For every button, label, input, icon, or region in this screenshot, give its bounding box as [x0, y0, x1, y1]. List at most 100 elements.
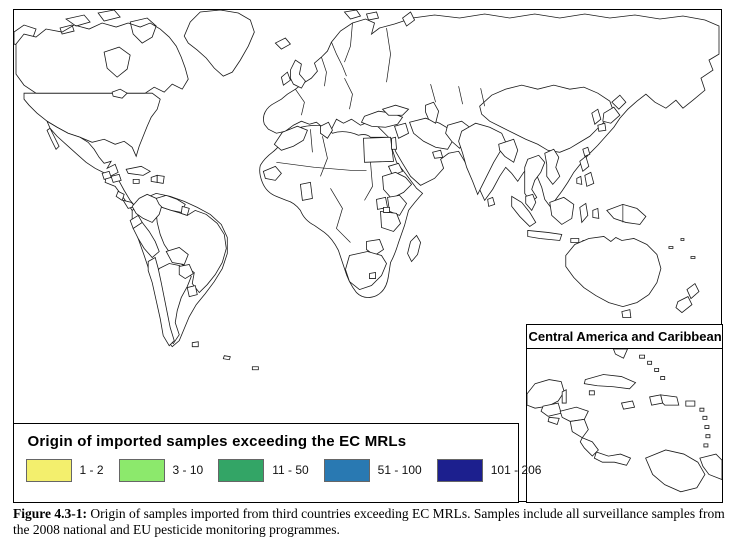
island-philippines — [576, 155, 595, 187]
legend-swatch — [323, 458, 370, 482]
legend-class-label: 101 - 206 — [490, 463, 542, 477]
country-honduras — [110, 173, 122, 183]
country-jamaica — [132, 178, 140, 184]
caption-label: Figure 4.3-1: — [13, 506, 87, 521]
caption-text: Origin of samples imported from third co… — [13, 506, 725, 538]
inset-el-salvador — [547, 416, 560, 425]
inset-puerto-rico — [684, 400, 695, 407]
country-tunisia — [320, 121, 333, 139]
inset-bahamas — [638, 354, 665, 380]
inset-guatemala — [540, 402, 562, 417]
country-madagascar — [407, 234, 422, 263]
country-china — [479, 84, 615, 153]
legend-item: 101 - 206 — [436, 458, 542, 482]
inset-dominican-republic — [659, 393, 679, 406]
inset-jamaica — [620, 400, 635, 410]
legend-swatch — [25, 458, 72, 482]
country-bangladesh — [498, 138, 519, 163]
country-usa — [23, 92, 161, 158]
lake-hudson-bay — [103, 46, 131, 78]
country-ecuador — [129, 214, 143, 230]
legend-item: 3 - 10 — [118, 458, 204, 482]
country-syria — [394, 122, 410, 139]
inset-panama — [593, 451, 631, 466]
inset-costa-rica — [579, 436, 599, 457]
island-iceland — [274, 37, 292, 50]
arctic-islands — [343, 10, 416, 27]
inset-florida — [612, 348, 628, 359]
inset-belize — [561, 388, 567, 403]
sea-caspian — [425, 101, 440, 124]
country-bolivia — [165, 247, 189, 265]
country-paraguay — [178, 264, 194, 280]
country-ethiopia — [382, 171, 413, 199]
country-uae — [432, 149, 444, 159]
country-indonesia — [511, 195, 590, 245]
country-eritrea — [387, 162, 404, 176]
country-india — [458, 122, 507, 196]
legend-class-label: 3 - 10 — [172, 463, 204, 477]
country-south-africa — [345, 251, 387, 291]
country-israel — [391, 136, 397, 150]
legend-swatch — [218, 458, 265, 482]
landmass-africa — [259, 125, 424, 298]
island-cuba — [125, 165, 152, 176]
island-britain-ireland — [280, 59, 306, 89]
inset-map — [526, 348, 722, 492]
island-japan — [597, 94, 627, 132]
inset-box: Central America and Caribbean — [525, 323, 723, 503]
lake-great-lakes — [111, 88, 128, 99]
legend-class-label: 1 - 2 — [79, 463, 104, 477]
pacific-islands — [668, 238, 696, 259]
country-borders — [276, 22, 624, 243]
landmass-greenland — [183, 10, 255, 77]
island-sulawesi — [579, 202, 600, 224]
country-costa-rica — [115, 190, 125, 202]
country-vietnam — [544, 148, 561, 185]
south-atlantic-islands — [191, 341, 259, 371]
country-tanzania — [380, 210, 402, 232]
map-frame: Origin of imported samples exceeding the… — [12, 9, 723, 503]
inset-cuba — [583, 373, 636, 395]
country-colombia — [131, 193, 163, 223]
figure-caption: Figure 4.3-1: Origin of samples imported… — [13, 506, 725, 539]
legend-item: 51 - 100 — [323, 458, 422, 482]
legend-class-label: 11 - 50 — [272, 463, 309, 477]
inset-mexico — [526, 378, 565, 409]
country-dominican-republic — [156, 174, 165, 184]
inset-venezuela — [698, 453, 722, 480]
world-map — [14, 10, 720, 371]
legend-box: Origin of imported samples exceeding the… — [12, 422, 541, 503]
country-taiwan — [582, 146, 591, 157]
legend-swatch — [118, 458, 165, 482]
legend-swatch — [436, 458, 483, 482]
legend-title: Origin of imported samples exceeding the… — [27, 432, 407, 450]
country-uruguay — [186, 285, 198, 298]
country-papua-new-guinea — [606, 203, 647, 225]
legend-class-label: 51 - 100 — [377, 463, 422, 477]
island-haiti — [150, 174, 158, 183]
inset-colombia — [644, 449, 705, 492]
country-suriname — [180, 205, 190, 216]
country-new-zealand — [675, 282, 700, 314]
country-mexico — [46, 120, 119, 177]
lake-victoria — [383, 207, 390, 213]
country-peru — [132, 221, 160, 259]
country-lesotho — [369, 272, 376, 279]
country-malaysia — [525, 193, 537, 212]
inset-lesser-antilles — [698, 407, 710, 447]
country-egypt — [363, 136, 394, 163]
country-sri-lanka — [487, 196, 496, 207]
country-canada — [15, 10, 189, 94]
legend-items: 1 - 2 3 - 10 11 - 50 51 - 100 101 - 206 — [25, 458, 541, 482]
inset-title: Central America and Caribbean — [526, 324, 722, 349]
country-guatemala — [101, 170, 112, 180]
country-morocco — [273, 125, 308, 151]
country-chile — [147, 256, 175, 347]
landmass-korea — [591, 108, 602, 125]
inset-nicaragua — [569, 418, 589, 438]
legend-item: 11 - 50 — [218, 458, 309, 482]
country-thailand — [524, 154, 546, 203]
country-ghana — [299, 181, 313, 201]
